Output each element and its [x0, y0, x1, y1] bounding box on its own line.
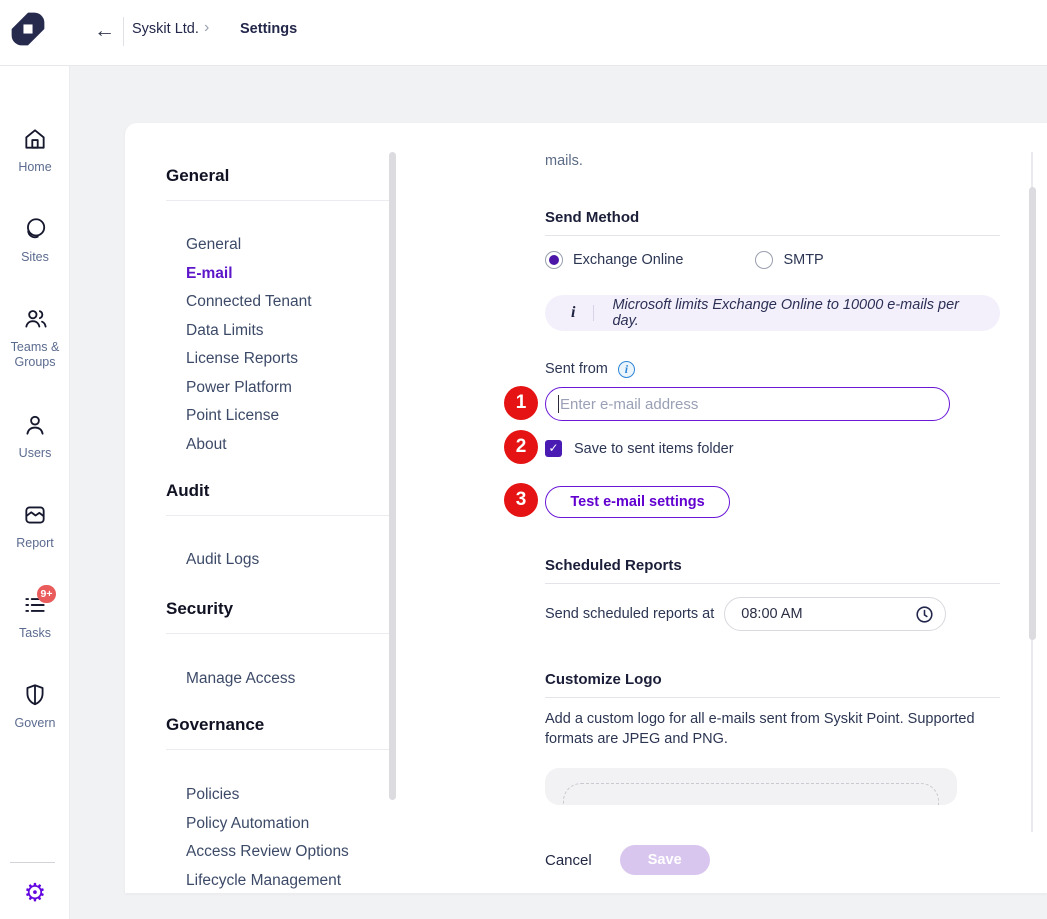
rail-item-sites[interactable]: Sites: [0, 216, 70, 265]
nav-item-data-limits[interactable]: Data Limits: [186, 321, 264, 339]
rail-item-report[interactable]: Report: [0, 502, 70, 551]
save-to-sent-checkbox-label[interactable]: Save to sent items folder: [574, 440, 734, 457]
nav-item-connected-tenant[interactable]: Connected Tenant: [186, 293, 312, 310]
radio-exchange-online[interactable]: [545, 251, 563, 269]
save-to-sent-checkbox[interactable]: ✓: [545, 440, 562, 457]
settings-nav-scrollbar[interactable]: [389, 152, 396, 800]
top-header: ← Syskit Ltd. › Settings: [0, 0, 1047, 66]
users-icon: [22, 412, 48, 438]
rail-item-teams-groups[interactable]: Teams & Groups: [0, 306, 70, 370]
nav-item-policies[interactable]: Policies: [186, 786, 240, 803]
scheduled-time-input[interactable]: [724, 597, 947, 631]
annotation-step-1: 1: [504, 386, 538, 420]
rail-item-home[interactable]: Home: [0, 126, 70, 175]
teams-groups-icon: [22, 306, 48, 332]
nav-item-policy-automation[interactable]: Policy Automation: [186, 814, 310, 832]
email-settings-content: mails. Send Method Exchange Online SMTP …: [545, 123, 1000, 875]
tasks-icon: 9+: [22, 585, 56, 618]
nav-section-audit: Audit: [166, 481, 391, 516]
test-email-settings-button[interactable]: Test e-mail settings: [545, 486, 730, 518]
rail-item-tasks[interactable]: 9+ Tasks: [0, 585, 70, 641]
annotation-step-2: 2: [504, 430, 538, 464]
customize-logo-description: Add a custom logo for all e-mails sent f…: [545, 711, 975, 747]
send-method-options: Exchange Online SMTP: [545, 250, 1000, 270]
nav-item-lifecycle-management[interactable]: Lifecycle Management: [186, 871, 342, 889]
logo-upload-dropzone[interactable]: [545, 768, 957, 805]
nav-section-security: Security: [166, 599, 391, 634]
text-caret: [558, 395, 559, 413]
nav-item-power-platform[interactable]: Power Platform: [186, 378, 292, 396]
nav-section-governance: Governance: [166, 715, 391, 750]
settings-nav: General General E-mail Connected Tenant …: [166, 123, 391, 895]
nav-item-about[interactable]: About: [186, 435, 227, 453]
breadcrumb-parent[interactable]: Syskit Ltd.: [132, 21, 199, 37]
rail-item-govern[interactable]: Govern: [0, 682, 70, 731]
nav-section-general: General: [166, 166, 391, 201]
nav-item-manage-access[interactable]: Manage Access: [186, 669, 296, 687]
nav-item-email[interactable]: E-mail: [186, 264, 233, 282]
truncated-paragraph: mails.: [545, 153, 583, 169]
nav-item-license-reports[interactable]: License Reports: [186, 350, 299, 367]
sent-from-email-input[interactable]: [545, 387, 950, 421]
back-arrow-icon[interactable]: ←: [94, 19, 115, 42]
info-banner: i Microsoft limits Exchange Online to 10…: [545, 295, 1000, 331]
sent-from-info-icon[interactable]: i: [617, 360, 635, 378]
radio-smtp[interactable]: [755, 251, 774, 269]
syskit-logo-icon: [9, 10, 47, 48]
breadcrumb-divider: [123, 17, 124, 46]
rail-item-users[interactable]: Users: [0, 412, 70, 461]
rail-divider: [10, 862, 55, 863]
annotation-step-3: 3: [504, 483, 538, 517]
breadcrumb-current: Settings: [240, 21, 298, 37]
radio-smtp-label[interactable]: SMTP: [783, 252, 824, 268]
info-banner-text: Microsoft limits Exchange Online to 1000…: [612, 297, 959, 329]
logo-upload-dashed-area: [563, 783, 939, 805]
sites-icon: [22, 216, 48, 242]
report-icon: [22, 502, 48, 528]
nav-item-access-review-options[interactable]: Access Review Options: [186, 843, 349, 860]
settings-gear-icon[interactable]: ⚙: [23, 879, 47, 907]
clock-icon[interactable]: [915, 605, 934, 624]
content-scrollbar-thumb[interactable]: [1029, 187, 1036, 640]
nav-item-point-license[interactable]: Point License: [186, 407, 280, 424]
home-icon: [22, 126, 48, 152]
customize-logo-heading: Customize Logo: [545, 671, 1000, 698]
info-icon: i: [571, 304, 576, 321]
tasks-badge: 9+: [37, 585, 56, 603]
govern-shield-icon: [22, 682, 48, 708]
save-button[interactable]: Save: [619, 845, 710, 875]
breadcrumb-chevron-icon: ›: [204, 19, 210, 36]
scheduled-reports-label: Send scheduled reports at: [545, 606, 715, 622]
settings-card: General General E-mail Connected Tenant …: [125, 123, 1047, 893]
send-method-heading: Send Method: [545, 209, 1000, 236]
left-nav-rail: Home Sites Teams & Groups Users Report: [0, 66, 70, 919]
radio-exchange-online-label[interactable]: Exchange Online: [573, 252, 684, 268]
nav-item-audit-logs[interactable]: Audit Logs: [186, 551, 260, 568]
cancel-button[interactable]: Cancel: [545, 851, 592, 869]
nav-item-general[interactable]: General: [186, 236, 242, 253]
scheduled-reports-heading: Scheduled Reports: [545, 557, 1000, 584]
sent-from-label: Sent from: [545, 361, 608, 377]
